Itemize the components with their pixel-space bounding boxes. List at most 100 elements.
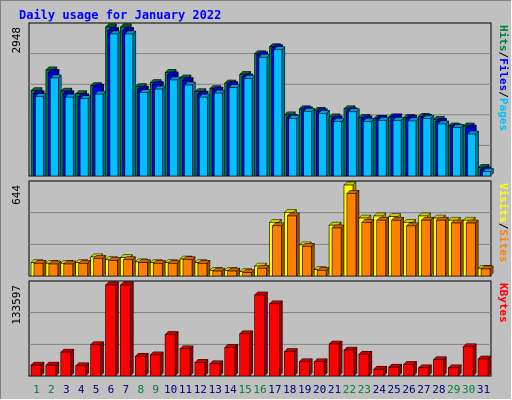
bar-pages-day-7	[124, 33, 134, 177]
bar-kbytes-day-16	[254, 294, 265, 377]
bar-sites-day-20	[316, 270, 327, 277]
bar-kbytes-day-17	[269, 303, 280, 377]
bar-sites-day-10	[167, 262, 178, 277]
bar-kbytes-day-7-side	[130, 281, 134, 377]
bar-sites-day-4	[78, 262, 89, 277]
bar-kbytes-day-18	[284, 351, 295, 377]
bar-pages-day-21	[333, 121, 342, 177]
panel-hits-files-pages: 2948 Hits/Files/Pages	[10, 22, 510, 177]
bar-kbytes-day-30-side	[472, 343, 477, 377]
bar-kbytes-day-11-side	[189, 345, 194, 377]
bar-sites-day-8	[138, 262, 148, 277]
bar-sites-day-21	[331, 227, 342, 277]
bar-sites-day-30	[465, 222, 476, 277]
legend-hits-files-pages: Hits/Files/Pages	[497, 25, 510, 131]
bar-sites-day-15	[242, 272, 252, 277]
legend-item: Files	[497, 58, 510, 91]
x-tick-label: 10	[164, 383, 177, 396]
x-tick-label: 20	[313, 383, 326, 396]
x-tick-label: 6	[108, 383, 115, 396]
bar-sites-day-13	[212, 270, 223, 277]
bar-kbytes-day-12	[194, 362, 206, 377]
bar-sites-day-27	[421, 219, 431, 277]
bar-kbytes-day-2	[45, 364, 57, 377]
bar-kbytes-day-29	[447, 367, 459, 377]
x-tick-label: 19	[298, 383, 311, 396]
bar-kbytes-day-21-side	[338, 340, 343, 377]
bar-kbytes-day-14	[224, 347, 236, 377]
bar-kbytes-day-13	[209, 363, 221, 377]
bar-kbytes-day-23	[358, 353, 370, 377]
bar-kbytes-day-25	[388, 366, 399, 377]
bar-pages-day-3	[64, 96, 74, 177]
bar-kbytes-day-22	[343, 349, 355, 377]
bar-pages-day-26	[407, 120, 417, 177]
bar-kbytes-day-6	[105, 284, 116, 377]
bar-sites-day-18-side	[296, 212, 300, 277]
bar-sites-day-9	[152, 262, 163, 277]
y-max-label-visits-sites: 644	[10, 185, 23, 205]
bar-kbytes-day-3	[60, 351, 72, 377]
bar-pages-day-4	[79, 98, 89, 177]
bar-pages-day-8	[139, 92, 149, 177]
bar-sites-day-3	[63, 263, 74, 277]
bar-sites-day-30-side	[474, 219, 479, 277]
x-tick-label: 31	[477, 383, 490, 396]
y-max-label-hits-files-pages: 2948	[10, 27, 23, 54]
bar-sites-day-24-side	[385, 216, 390, 277]
panel-visits-sites: 644 Visits/Sites	[10, 180, 510, 277]
bar-sites-day-12	[197, 262, 208, 277]
bar-kbytes-day-31	[477, 358, 489, 377]
bar-sites-day-5-side	[102, 254, 106, 277]
bar-sites-day-23	[361, 222, 372, 277]
legend-item: /	[497, 91, 510, 98]
bar-kbytes-day-5	[90, 344, 101, 377]
bar-sites-day-24	[376, 219, 387, 277]
bar-sites-day-21-side	[340, 224, 345, 277]
bar-kbytes-day-26	[403, 364, 414, 377]
x-tick-label: 18	[283, 383, 296, 396]
x-tick-label: 13	[209, 383, 222, 396]
x-tick-label: 22	[343, 383, 356, 396]
bar-pages-day-6	[109, 33, 119, 177]
x-axis-day-labels: 1 2 3 4 5 6 7 8 9 10 11 12 13 14 15 16 17 18 19 20 21 22 23 24 2…	[33, 383, 490, 396]
bar-pages-day-11	[184, 84, 193, 177]
bar-kbytes-day-28	[433, 359, 444, 377]
x-tick-label: 5	[93, 383, 100, 396]
bar-pages-day-10	[169, 79, 178, 177]
bar-kbytes-day-10	[164, 334, 176, 377]
legend-kbytes: KBytes	[497, 283, 510, 323]
bar-sites-day-29-side	[460, 219, 464, 277]
legend-item: /	[497, 52, 510, 59]
bar-sites-day-25-side	[400, 216, 404, 277]
x-tick-label: 7	[123, 383, 130, 396]
bar-pages-day-28	[437, 123, 447, 177]
bar-kbytes-day-6-side	[115, 281, 119, 377]
bar-kbytes-day-8	[135, 355, 146, 377]
bar-kbytes-day-16-side	[264, 291, 268, 377]
bar-pages-day-1	[35, 96, 44, 177]
x-tick-label: 16	[253, 383, 266, 396]
bar-sites-day-28-side	[445, 216, 449, 277]
x-tick-label: 17	[268, 383, 281, 396]
bar-sites-day-19	[301, 246, 312, 277]
bar-kbytes-day-9	[149, 354, 161, 377]
bar-kbytes-day-11	[179, 348, 191, 377]
bar-pages-day-5	[94, 93, 104, 177]
bar-pages-day-2	[50, 77, 59, 177]
bar-kbytes-day-10-side	[174, 330, 179, 377]
bar-sites-day-23-side	[370, 218, 375, 277]
bar-pages-day-19	[303, 111, 312, 177]
bar-kbytes-day-21	[328, 343, 340, 377]
x-tick-label: 3	[63, 383, 70, 396]
legend-item: Hits	[497, 25, 510, 52]
bar-kbytes-day-27	[418, 367, 429, 377]
bar-kbytes-day-4	[75, 365, 87, 377]
chart-title: Daily usage for January 2022	[19, 8, 221, 22]
bar-pages-day-14	[228, 87, 238, 177]
bar-sites-day-1	[33, 262, 44, 277]
bar-sites-day-16	[257, 267, 267, 277]
x-tick-label: 15	[238, 383, 251, 396]
